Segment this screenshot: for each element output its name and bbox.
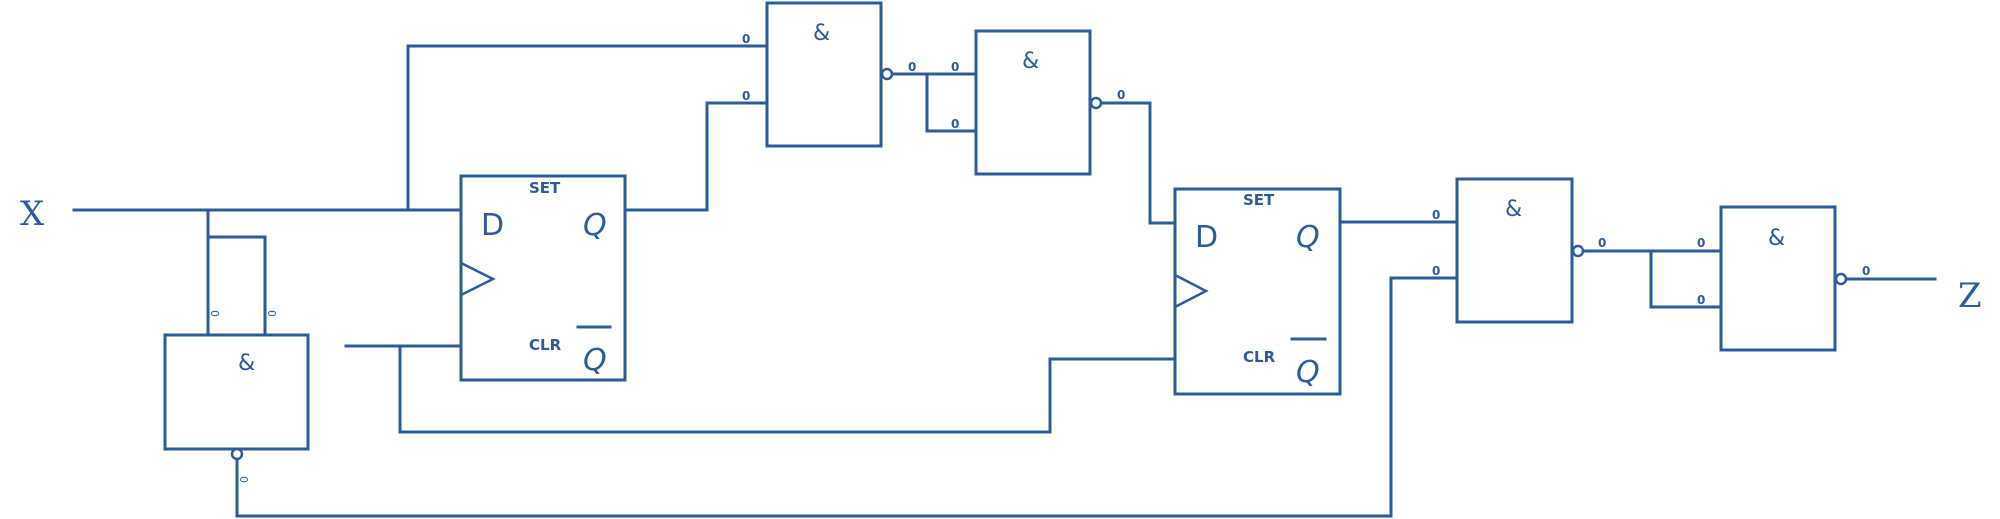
pin-label: 0 [237,476,250,483]
wire-gate1-to-gate2 [891,72,978,133]
set-label: SET [529,179,561,197]
nand-gate-5: & 0 0 0 [163,310,310,483]
inversion-bubble [1089,96,1103,110]
wire-gate5-feedback [235,276,1459,518]
d-label: D [1195,220,1218,255]
wire-clr-bus [344,344,1177,434]
gate-body [163,333,310,451]
pin-label: 0 [742,89,750,103]
inversion-bubble [230,447,244,461]
q-bar-label: Q [583,343,607,378]
nand-gate-3: & 0 0 0 [1432,177,1606,324]
inversion-bubble [1834,272,1848,286]
wire-gate3-to-gate4 [1582,249,1723,309]
q-bar-label: Q [1296,355,1320,390]
and-symbol: & [1022,49,1039,74]
pin-label: 0 [1697,293,1705,307]
clr-label: CLR [1243,348,1276,366]
q-label: Q [1296,220,1320,255]
wire-gate2-to-ff2-d [1098,101,1177,225]
d-flipflop-1: SET D Q CLR Q [459,174,627,382]
inversion-bubble [880,67,894,81]
and-symbol: & [1505,197,1522,222]
gate-body [765,1,883,148]
pin-label: 0 [951,117,959,131]
pin-label: 0 [951,60,959,74]
and-symbol: & [1768,226,1785,251]
nand-gate-4: & 0 0 0 [1697,205,1870,352]
pin-label: 0 [1697,236,1705,250]
clock-triangle [460,261,496,297]
d-label: D [481,208,504,243]
and-symbol: & [813,21,830,46]
nand-gate-2: & 0 0 0 0 [908,29,1125,176]
pin-label: 0 [1432,264,1440,278]
input-x-label: X [20,194,45,234]
wire-ff1-q-to-gate1-b [623,101,769,212]
pin-label: 0 [208,310,221,317]
pin-label: 0 [742,32,750,46]
set-label: SET [1243,191,1275,209]
pin-label: 0 [1598,236,1606,250]
nand-gate-1: & 0 0 [742,1,894,148]
pin-label: 0 [1117,88,1125,102]
pin-label: 0 [1432,208,1440,222]
pin-label: 0 [908,60,916,74]
q-label: Q [583,208,607,243]
d-flipflop-2: SET D Q CLR Q [1173,187,1342,396]
pin-label: 0 [1862,264,1870,278]
output-z-label: Z [1958,276,1982,316]
and-symbol: & [238,351,255,376]
clock-triangle [1174,273,1209,309]
gate-body [1719,205,1837,352]
wires [72,44,1937,518]
wire-x-to-gate5-inputs [206,208,267,337]
clr-label: CLR [529,336,562,354]
gate-body [1455,177,1574,324]
pin-label: 0 [265,310,278,317]
inversion-bubble [1571,244,1585,258]
wire-x-to-gate1-a [406,44,769,212]
